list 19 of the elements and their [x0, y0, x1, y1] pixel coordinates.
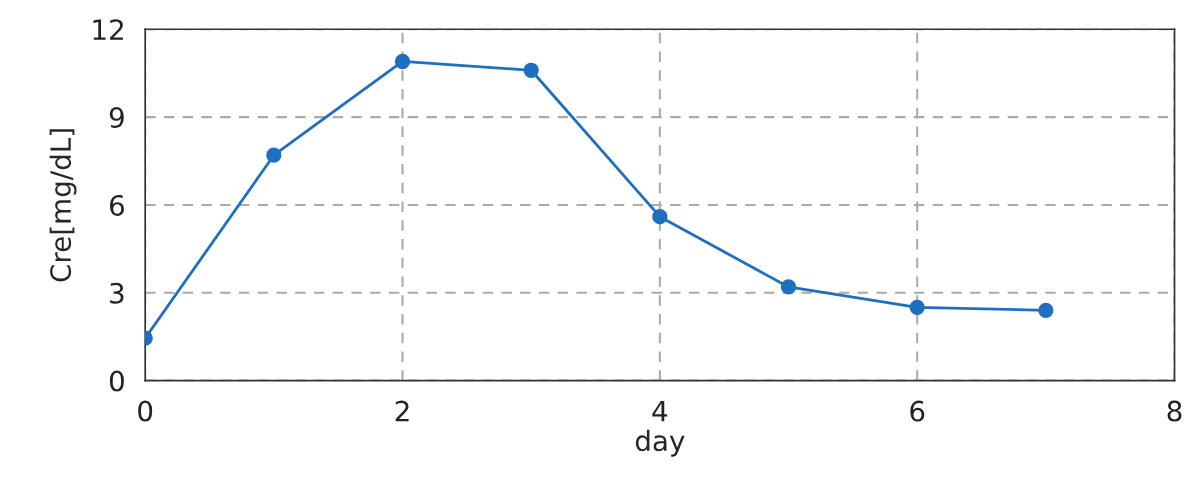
x-axis-title: day — [635, 429, 685, 457]
point — [523, 62, 539, 78]
y-axis-title: Cre[mg/dL] — [49, 129, 77, 282]
y-tick-label: 12 — [93, 19, 123, 40]
point — [394, 53, 411, 70]
point — [909, 299, 925, 316]
y-tick-label: 9 — [109, 107, 124, 129]
point — [266, 147, 282, 163]
x-tick-label: 2 — [395, 400, 409, 422]
x-tick-label: 6 — [910, 400, 925, 422]
x-tick-label: 0 — [138, 400, 153, 422]
y-tick-label: 3 — [110, 282, 124, 304]
point — [780, 279, 797, 295]
y-tick-label: 6 — [110, 194, 124, 216]
x-tick-label: 4 — [652, 400, 668, 422]
point — [1038, 302, 1054, 319]
x-tick-label: 8 — [1167, 400, 1182, 422]
point — [652, 209, 668, 225]
y-tick-label: 0 — [109, 370, 124, 392]
